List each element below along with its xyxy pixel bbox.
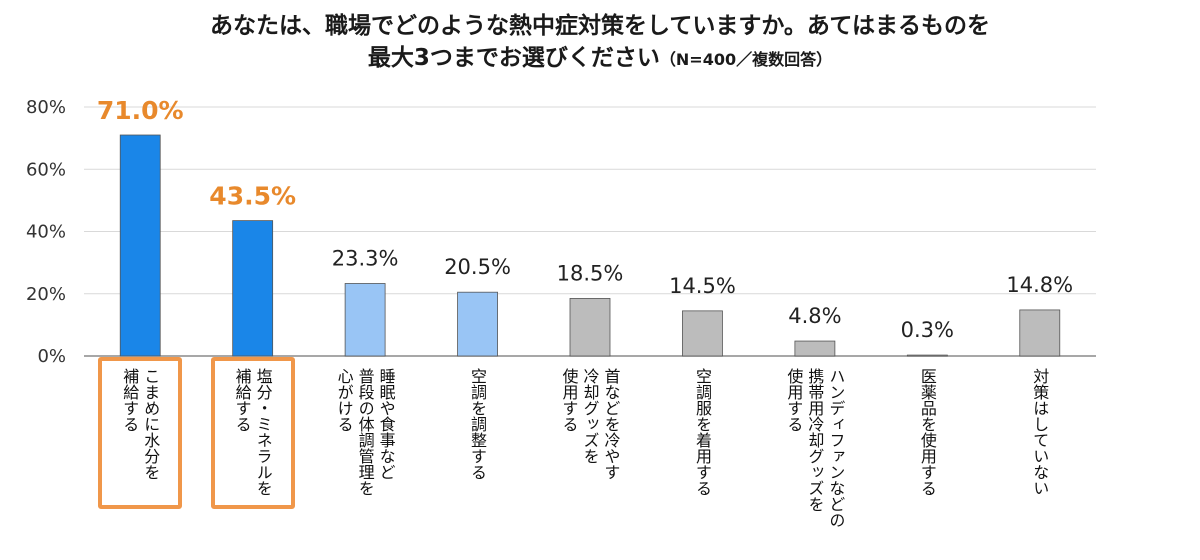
chart-title-line2: 最大3つまでお選びください（N=400／複数回答） [0, 44, 1200, 74]
data-label: 43.5% [209, 182, 296, 211]
category-label: 空調を調整する [468, 368, 488, 480]
bar [119, 134, 161, 357]
y-tick-label: 20% [26, 284, 66, 305]
bar [344, 283, 386, 357]
category-label: 対策はしていない [1030, 368, 1050, 496]
bar [682, 310, 723, 357]
y-tick-label: 60% [26, 159, 66, 180]
data-label: 14.8% [1006, 273, 1073, 297]
category-label: 空調服を着用する [692, 368, 712, 496]
y-tick-label: 40% [26, 222, 66, 243]
data-label: 0.3% [901, 318, 954, 342]
bar [457, 291, 498, 357]
bar [569, 298, 611, 357]
category-label: 医薬品を使用する [917, 368, 937, 496]
chart-title-note: （N=400／複数回答） [659, 50, 833, 69]
data-label: 20.5% [444, 255, 511, 279]
category-label: 塩分・ミネラルを 補給する [232, 368, 273, 496]
chart-title-main: 最大3つまでお選びください [367, 45, 660, 71]
highlight-box [98, 357, 183, 509]
y-tick-label: 80% [26, 97, 66, 118]
data-label: 18.5% [557, 261, 624, 285]
data-label: 71.0% [97, 96, 184, 125]
data-label: 4.8% [788, 304, 841, 328]
y-tick-label: 0% [37, 346, 66, 367]
highlight-box [210, 357, 295, 509]
bar [232, 220, 274, 357]
category-label: 睡眠や食事など 普段の体調管理を 心がける [334, 368, 396, 496]
chart-title-line1: あなたは、職場でどのような熱中症対策をしていますか。あてはまるものを [210, 13, 990, 39]
bar [906, 354, 948, 357]
bar [794, 340, 836, 357]
category-label: ハンディファンなどの 携帯用冷却グッズを 使用する [784, 368, 846, 528]
category-label: こまめに水分を 補給する [120, 368, 161, 480]
data-label: 23.3% [332, 246, 399, 270]
data-label: 14.5% [669, 274, 736, 298]
bar [1019, 309, 1061, 357]
category-label: 首などを冷やす 冷却グッズを 使用する [559, 368, 621, 480]
